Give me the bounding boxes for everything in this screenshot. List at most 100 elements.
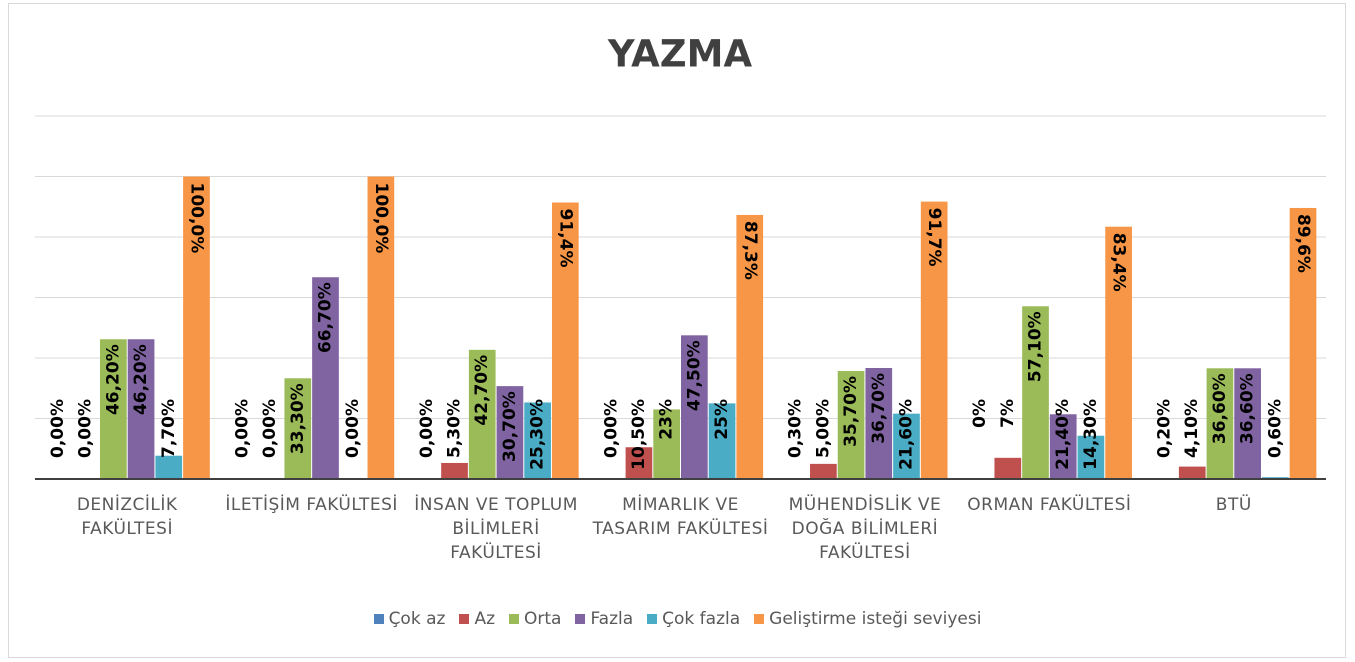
legend-item: Çok az xyxy=(373,609,446,629)
bar xyxy=(1077,435,1105,479)
data-label: 91,7% xyxy=(924,208,944,267)
x-tick-label: BTÜ xyxy=(1215,495,1252,515)
data-label: 25% xyxy=(712,399,732,440)
bar xyxy=(893,413,920,479)
bar xyxy=(100,339,127,479)
legend-swatch xyxy=(459,614,470,624)
data-label: 5,30% xyxy=(445,399,465,458)
data-label: 5,00% xyxy=(813,399,833,458)
bar xyxy=(441,462,468,479)
bar xyxy=(1178,466,1206,479)
legend-item: Orta xyxy=(509,609,561,629)
x-tick-label: İNSAN VE TOPLUM BİLİMLERİ FAKÜLTESİ xyxy=(414,495,578,563)
legend-label: Çok az xyxy=(388,609,446,629)
x-tick-label: MİMARLIK VE TASARIM FAKÜLTESİ xyxy=(592,495,769,539)
data-label: 33,30% xyxy=(288,383,308,454)
bar xyxy=(551,202,579,479)
data-label: 0,00% xyxy=(417,399,437,458)
data-label: 0,30% xyxy=(786,399,806,458)
bar xyxy=(284,378,312,479)
data-label: 36,70% xyxy=(869,373,889,444)
data-label: 36,60% xyxy=(1238,373,1258,444)
data-label: 57,10% xyxy=(1026,311,1046,382)
bar xyxy=(920,201,948,480)
bar xyxy=(1105,226,1132,479)
bar xyxy=(127,339,155,479)
data-label: 0,00% xyxy=(48,399,68,458)
x-tick-label: MÜHENDİSLİK VE DOĞA BİLİMLERİ FAKÜLTESİ xyxy=(788,495,942,563)
data-label: 0,00% xyxy=(232,399,252,458)
legend-item: Çok fazla xyxy=(647,609,740,629)
data-label: 42,70% xyxy=(472,355,492,426)
data-label: 4,10% xyxy=(1182,399,1202,458)
data-label: 14,30% xyxy=(1081,399,1101,470)
bar xyxy=(1206,368,1234,479)
bar xyxy=(994,457,1022,479)
legend-swatch xyxy=(754,614,765,624)
bar xyxy=(496,386,524,479)
bar xyxy=(312,277,339,479)
data-label: 83,4% xyxy=(1109,233,1129,292)
data-label: 7,70% xyxy=(159,399,179,458)
legend-item: Az xyxy=(459,609,495,629)
data-label: 0,20% xyxy=(1155,399,1175,458)
legend-label: Fazla xyxy=(590,609,634,629)
data-label: 0,00% xyxy=(260,399,280,458)
legend-swatch xyxy=(373,614,384,624)
data-label: 89,6% xyxy=(1293,214,1313,273)
legend: Çok az Az Orta Fazla Çok fazla Geliştirme ist… xyxy=(0,609,1355,629)
bar xyxy=(653,409,680,479)
bar xyxy=(367,176,395,479)
legend-item: Geliştirme isteği seviyesi xyxy=(754,609,981,629)
data-label: 0,00% xyxy=(601,399,621,458)
data-label: 66,70% xyxy=(315,282,335,353)
chart-title: YAZMA xyxy=(607,33,753,76)
bar xyxy=(1049,414,1077,479)
bar xyxy=(183,176,210,479)
data-label: 47,50% xyxy=(684,340,704,411)
data-label: 23% xyxy=(657,399,677,440)
data-label: 100,0% xyxy=(371,183,391,254)
bar xyxy=(837,371,865,479)
data-label: 21,60% xyxy=(896,399,916,470)
legend-label: Çok fazla xyxy=(662,609,741,629)
x-tick-label: ORMAN FAKÜLTESİ xyxy=(967,495,1132,515)
legend-label: Geliştirme isteği seviyesi xyxy=(769,609,982,629)
bar xyxy=(1289,207,1317,479)
legend-swatch xyxy=(575,614,586,624)
bar xyxy=(736,214,764,480)
bar xyxy=(1022,306,1049,479)
bar xyxy=(468,349,496,479)
data-label: 36,60% xyxy=(1210,373,1230,444)
data-label: 0,60% xyxy=(1265,399,1285,458)
legend-label: Orta xyxy=(524,609,562,629)
legend-swatch xyxy=(509,614,519,624)
data-label: 91,4% xyxy=(555,209,575,268)
data-label: 10,50% xyxy=(629,399,649,470)
data-label: 35,70% xyxy=(841,376,861,447)
data-label: 30,70% xyxy=(500,391,520,462)
bar xyxy=(810,463,837,479)
data-label: 87,3% xyxy=(740,221,760,280)
data-label: 0% xyxy=(970,399,990,428)
data-label: 46,20% xyxy=(103,344,123,415)
data-label: 25,30% xyxy=(528,399,548,470)
bar xyxy=(708,403,736,479)
data-label: 21,40% xyxy=(1053,399,1073,470)
data-label: 7% xyxy=(998,399,1018,428)
bar xyxy=(865,367,893,479)
data-label: 0,00% xyxy=(76,399,96,458)
x-tick-label: DENİZCİLİK FAKÜLTESİ xyxy=(76,495,178,539)
data-label: 46,20% xyxy=(131,344,151,415)
legend-swatch xyxy=(647,614,658,624)
bar xyxy=(524,402,551,479)
bar xyxy=(681,335,708,479)
legend-label: Az xyxy=(474,609,495,629)
data-label: 100,0% xyxy=(186,183,206,254)
x-tick-label: İLETİŞİM FAKÜLTESİ xyxy=(225,495,398,515)
data-label: 0,00% xyxy=(343,399,363,458)
bar xyxy=(625,447,653,479)
legend-item: Fazla xyxy=(575,609,633,629)
